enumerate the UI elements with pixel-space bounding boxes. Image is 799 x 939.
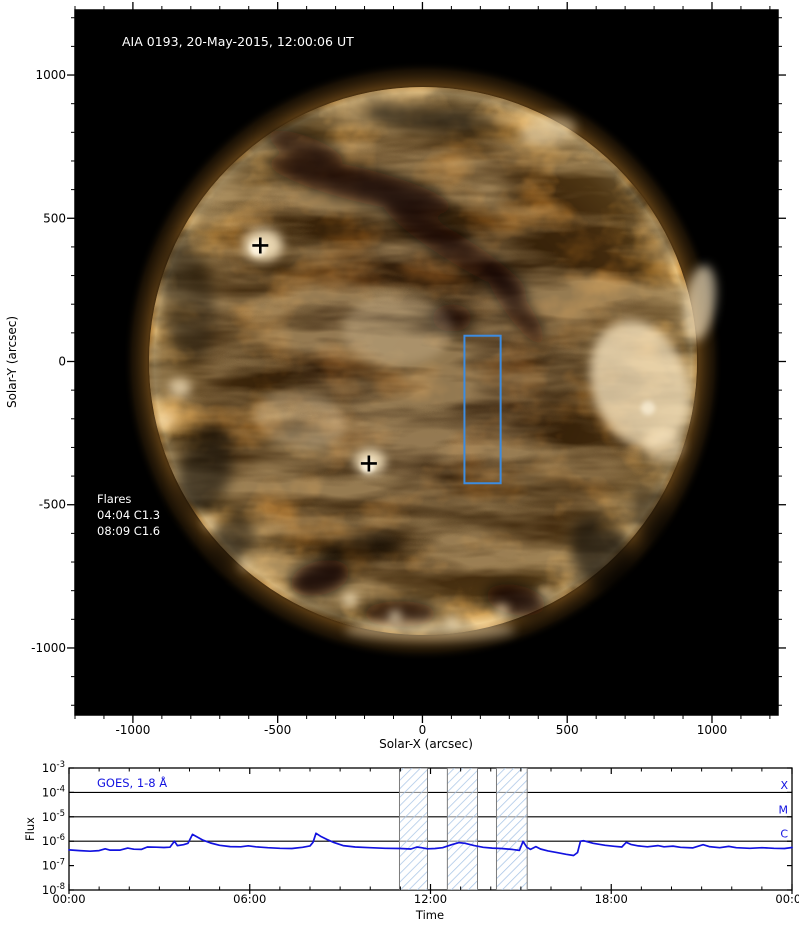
- goes-y-tick-label: 10-4: [42, 784, 65, 799]
- flare-class-label-M: M: [779, 803, 789, 816]
- aia-axes: -1000 -500 0 500 1000 -1000 -500 0 500 1000: [31, 2, 786, 737]
- goes-legend-label: GOES, 1-8 Å: [97, 775, 167, 790]
- aia-overlays: [252, 237, 502, 485]
- goes-ylabel: Flux: [23, 817, 37, 841]
- flare-position-marker-2: [360, 455, 377, 472]
- aia-plot-frame: [74, 9, 779, 716]
- x-tick-label: 1000: [697, 723, 728, 737]
- flare-class-label-C: C: [780, 828, 788, 841]
- y-tick-label: 1000: [35, 68, 66, 82]
- goes-y-tick-label: 10-7: [42, 858, 65, 873]
- goes-x-tick-label: 18:00: [595, 892, 628, 906]
- y-tick-label: 0: [58, 354, 66, 368]
- x-tick-label: -1000: [115, 723, 150, 737]
- hatched-band-2: [447, 768, 478, 890]
- aia-xlabel: Solar-X (arcsec): [379, 737, 473, 751]
- x-tick-label: 0: [419, 723, 427, 737]
- goes-y-tick-label: 10-6: [42, 833, 65, 848]
- aia-title: AIA 0193, 20-May-2015, 12:00:06 UT: [122, 34, 354, 49]
- hatched-band-3: [496, 768, 528, 890]
- goes-xlabel: Time: [415, 908, 444, 922]
- goes-panel: XMC 00:00 06:00 12:00 18:00 00:00 10-3 10-4 10-5…: [23, 760, 799, 922]
- aia-panel: AIA 0193, 20-May-2015, 12:00:06 UT Flare…: [5, 2, 786, 751]
- goes-x-tick-label: 06:00: [233, 892, 266, 906]
- goes-plot-area: [68, 767, 793, 891]
- goes-y-tick-label: 10-5: [42, 809, 65, 824]
- flare-annotation-entry-1: 04:04 C1.3: [97, 508, 160, 522]
- aia-ylabel: Solar-Y (arcsec): [5, 316, 19, 408]
- goes-x-tick-label: 00:00: [52, 892, 85, 906]
- roi-box: [463, 334, 502, 485]
- goes-y-tick-label: 10-3: [42, 760, 65, 775]
- active-regions: [159, 116, 716, 641]
- goes-x-tick-label: 12:00: [414, 892, 447, 906]
- hatched-band-1: [399, 768, 428, 890]
- flares-annotation-header: Flares: [97, 492, 131, 506]
- y-tick-label: -500: [39, 498, 66, 512]
- x-tick-label: -500: [264, 723, 291, 737]
- y-tick-label: 500: [43, 211, 66, 225]
- x-tick-label: 500: [556, 723, 579, 737]
- flare-annotation-entry-2: 08:09 C1.6: [97, 524, 160, 538]
- sun-image: [123, 61, 723, 661]
- goes-flux-curve: [68, 832, 793, 857]
- goes-x-tick-label: 00:00: [775, 892, 799, 906]
- goes-content: XMC 00:00 06:00 12:00 18:00 00:00 10-3 10-4 10-5…: [42, 760, 799, 906]
- y-tick-label: -1000: [31, 641, 66, 655]
- flare-position-marker-1: [252, 237, 269, 254]
- flare-class-label-X: X: [780, 779, 788, 792]
